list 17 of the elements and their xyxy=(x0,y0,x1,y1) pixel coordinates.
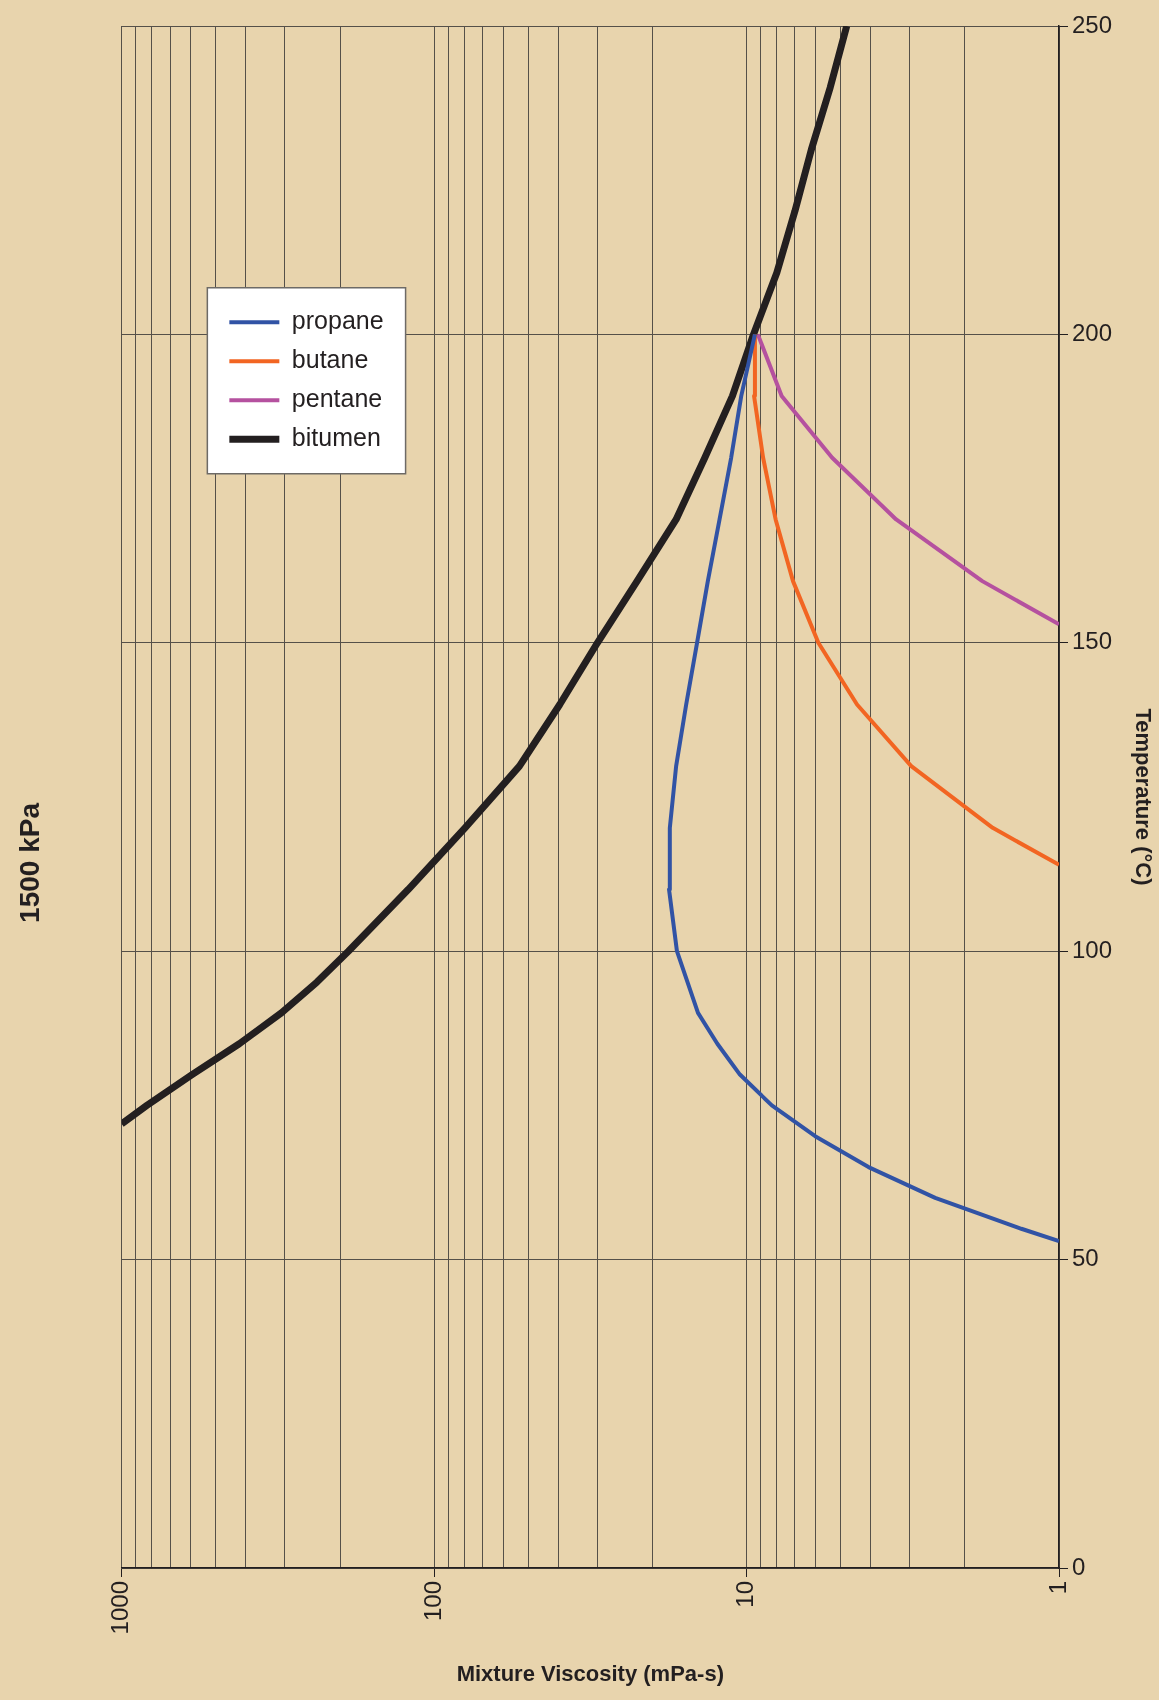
legend-label: butane xyxy=(291,345,369,374)
legend-label: bitumen xyxy=(291,423,381,452)
legend-label: propane xyxy=(291,306,384,335)
y-tick-label: 150 xyxy=(1072,627,1113,655)
y-tick-label: 200 xyxy=(1072,319,1113,347)
y-axis-title: Temperature (°C) xyxy=(1130,708,1156,886)
x-tick-label: 10 xyxy=(731,1581,759,1608)
x-tick-label: 1 xyxy=(1043,1581,1071,1595)
y-tick-label: 100 xyxy=(1072,935,1113,963)
x-axis-title: Mixture Viscosity (mPa-s) xyxy=(456,1660,724,1686)
x-tick-label: 1000 xyxy=(106,1581,134,1635)
y-tick-label: 50 xyxy=(1072,1244,1099,1272)
y-tick-label: 250 xyxy=(1072,10,1113,38)
y-tick-label: 0 xyxy=(1072,1552,1086,1580)
x-tick-label: 100 xyxy=(418,1581,446,1622)
text: 1500 kPa xyxy=(13,802,45,923)
legend-label: pentane xyxy=(291,384,383,413)
